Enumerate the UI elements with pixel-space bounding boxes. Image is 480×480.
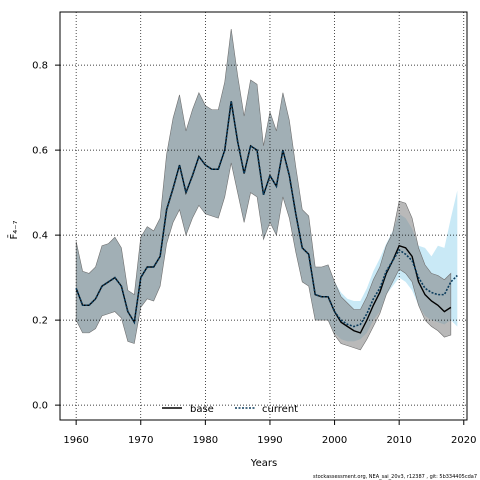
x-tick-label: 1960 <box>63 435 88 446</box>
confidence-bands <box>75 28 458 351</box>
x-tick-label: 1980 <box>193 435 218 446</box>
y-axis-title: F̄₄₋₇ <box>7 220 20 239</box>
series-line-current <box>75 101 458 328</box>
x-tick-label: 1970 <box>128 435 153 446</box>
legend: base current <box>162 404 298 415</box>
grid-lines <box>60 12 467 420</box>
y-axis-ticks: 0.0 0.2 0.4 0.6 0.8 <box>32 61 60 412</box>
x-axis-ticks: 1960 1970 1980 1990 2000 2010 2020 <box>63 420 476 446</box>
credit-text: stockassessment.org, NEA_sai_20v3, r1238… <box>313 474 477 480</box>
x-tick-label: 2000 <box>322 435 347 446</box>
series-lines <box>75 101 458 334</box>
y-tick-label: 0.8 <box>32 61 48 72</box>
legend-label-base: base <box>190 404 214 415</box>
x-axis-title: Years <box>250 458 277 469</box>
x-tick-label: 2020 <box>451 435 476 446</box>
x-tick-label: 2010 <box>386 435 411 446</box>
y-tick-label: 0.0 <box>32 401 48 412</box>
x-tick-label: 1990 <box>257 435 282 446</box>
y-tick-label: 0.2 <box>32 316 48 327</box>
y-tick-label: 0.4 <box>32 231 48 242</box>
legend-label-current: current <box>262 404 298 415</box>
plot-frame <box>59 11 468 421</box>
y-tick-label: 0.6 <box>32 146 48 157</box>
